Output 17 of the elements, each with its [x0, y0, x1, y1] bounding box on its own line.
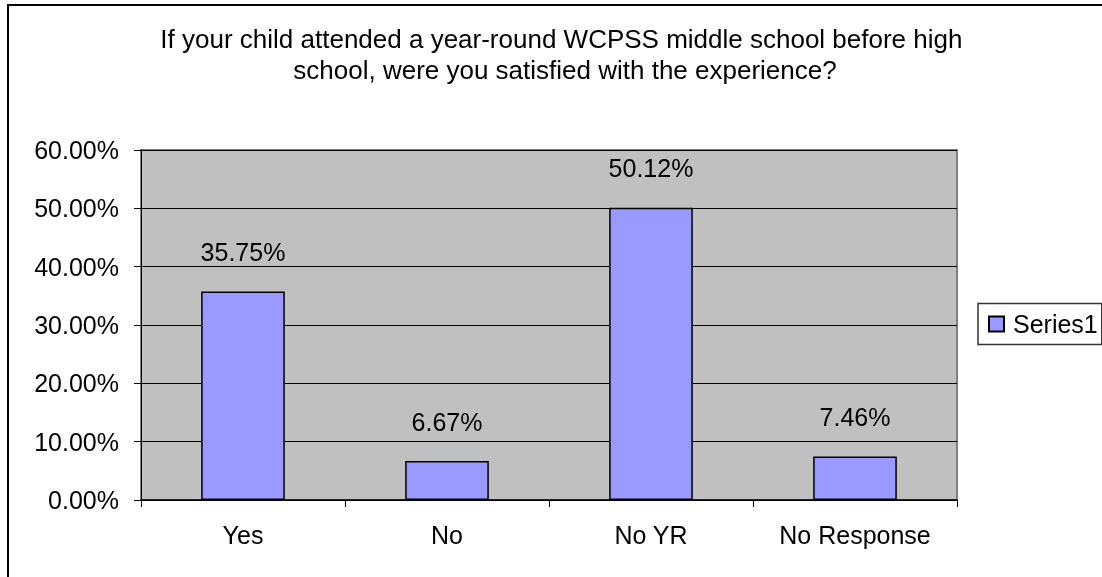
data-label: 6.67% — [411, 407, 483, 436]
data-label: 7.46% — [819, 402, 891, 431]
y-tick-label: 20.00% — [34, 369, 119, 398]
y-tick-label: 60.00% — [34, 136, 119, 164]
legend-label: Series1 — [1013, 310, 1098, 338]
x-tick-label: Yes — [222, 520, 264, 549]
y-tick-label: 10.00% — [34, 427, 119, 456]
x-tick-label: No YR — [614, 520, 688, 549]
y-tick-label: 40.00% — [34, 252, 119, 281]
chart-title: If your child attended a year-round WCPSS middle school before high school, were you satisfied with the experience? — [160, 23, 970, 85]
data-label: 50.12% — [608, 154, 694, 183]
x-tick-label: No — [431, 520, 463, 549]
y-tick-label: 50.00% — [34, 194, 119, 223]
data-label: 35.75% — [200, 237, 286, 266]
y-tick-label: 30.00% — [34, 311, 119, 339]
x-tick-label: No Response — [779, 520, 931, 549]
y-tick-label: 0.00% — [48, 486, 119, 514]
